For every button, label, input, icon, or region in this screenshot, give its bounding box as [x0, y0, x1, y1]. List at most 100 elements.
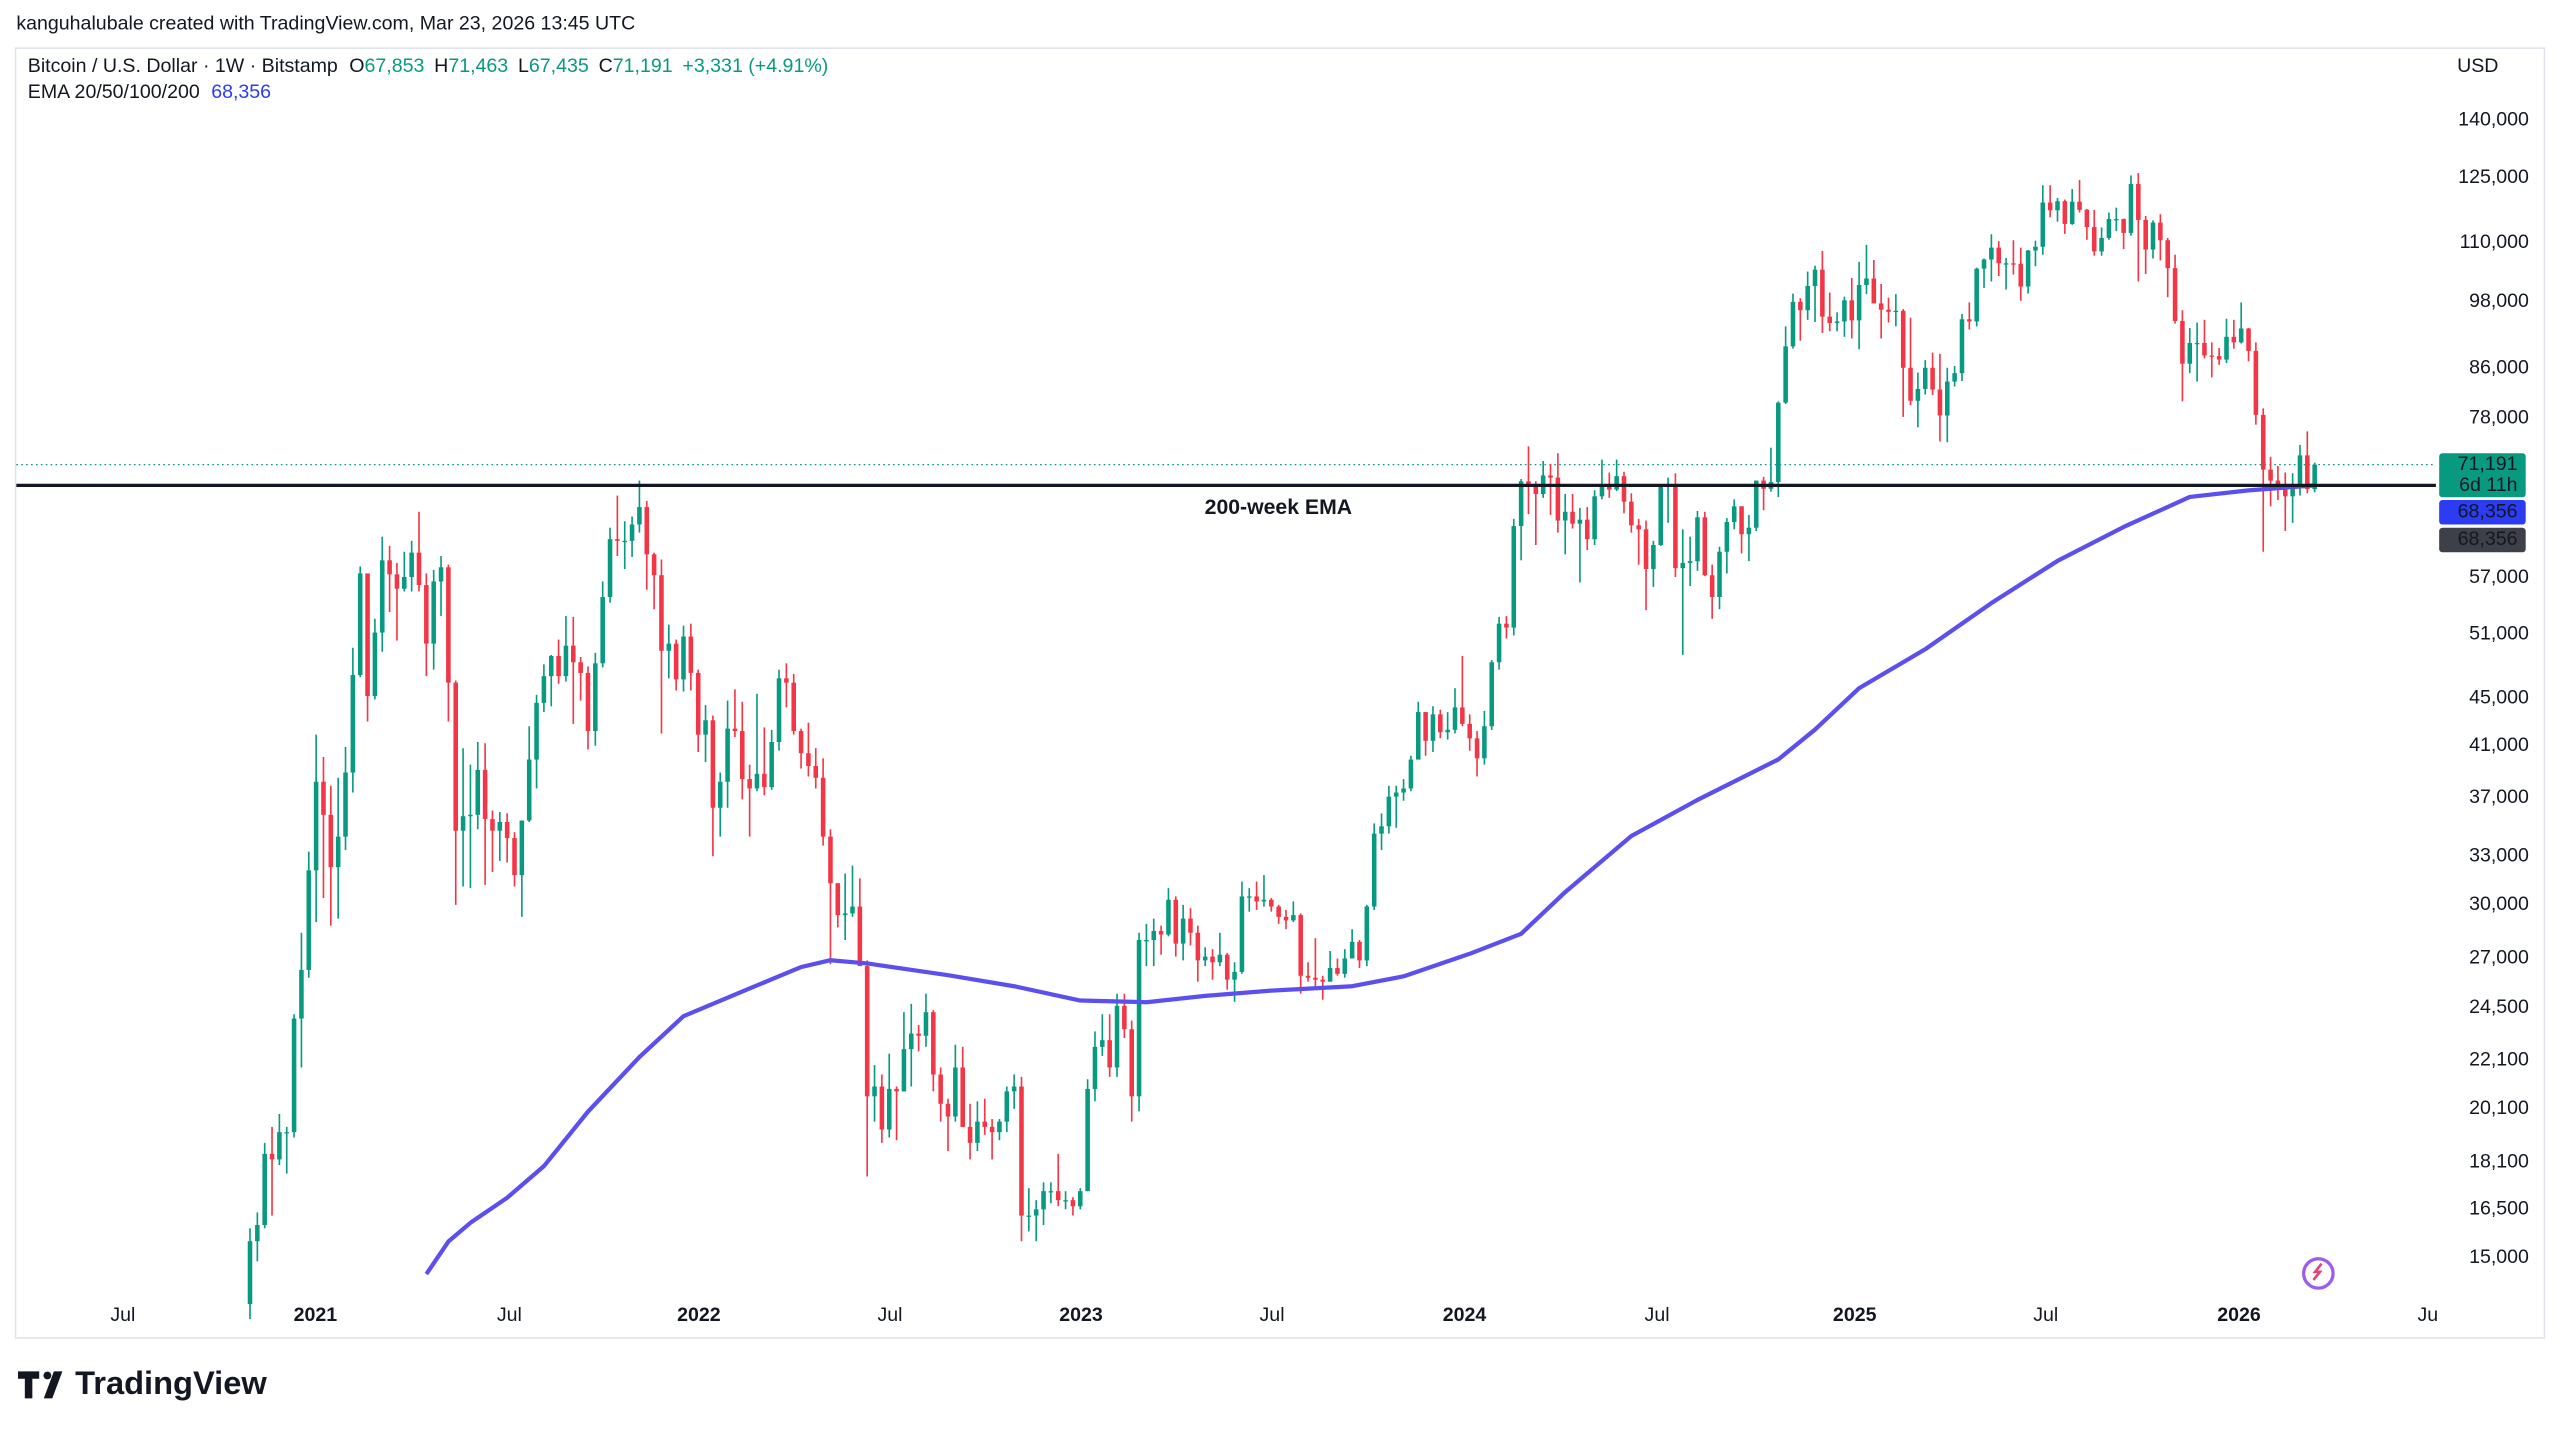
candle-body [2238, 328, 2244, 343]
candle-body [1651, 545, 1656, 570]
candle-body [446, 567, 451, 683]
candle-body [1746, 527, 1752, 535]
candle-body [1893, 310, 1899, 313]
candle-body [2282, 488, 2288, 497]
candle-body [1460, 707, 1465, 724]
candle-body [1195, 932, 1201, 961]
candle-body [2047, 202, 2053, 211]
candle-body [769, 742, 774, 788]
candle-body [1945, 381, 1950, 416]
ohlc-value: 67,853 [364, 55, 424, 77]
currency: USD [2457, 55, 2498, 77]
x-tick-label: 2022 [677, 1304, 721, 1326]
ohlc-key: O [349, 55, 364, 77]
x-tick-label: Jul [2033, 1304, 2058, 1326]
candle-body [1254, 896, 1259, 902]
candle-body [2114, 219, 2119, 221]
candle-body [1283, 916, 1289, 921]
candle-body [1408, 759, 1414, 789]
candle-body [475, 769, 481, 815]
candle-body [1386, 796, 1392, 827]
candle-body [497, 821, 503, 831]
candle-body [1129, 1029, 1134, 1097]
level-price-label: 68,356 [2458, 528, 2518, 550]
candle-body [453, 682, 459, 831]
candle-body [1922, 367, 1928, 389]
chart-frame [14, 47, 2546, 1339]
candle-body [1100, 1040, 1105, 1047]
candle-body [1092, 1046, 1098, 1089]
candle-body [1989, 247, 1994, 260]
candle-body [1996, 247, 2001, 264]
candle-body [2077, 201, 2082, 210]
candle-body [269, 1153, 275, 1160]
candle-body [1379, 826, 1384, 834]
candle-body [740, 731, 745, 780]
logo-mark [17, 1371, 40, 1399]
candle-body [1827, 316, 1833, 324]
ohlc-key: C [599, 55, 613, 77]
candle-body [247, 1241, 253, 1305]
candle-body [695, 672, 701, 735]
candle-body [2165, 240, 2170, 269]
candle-body [982, 1121, 988, 1127]
candle-body [953, 1067, 958, 1117]
candle-body [1974, 268, 1979, 322]
candle-body [1504, 623, 1509, 628]
candle-body [482, 769, 488, 820]
candle-body [1673, 485, 1678, 569]
y-tick-label: 125,000 [2458, 166, 2529, 188]
candle-body [1834, 321, 1840, 324]
candle-body [776, 678, 782, 743]
candle-body [1210, 956, 1215, 963]
candle-body [2025, 250, 2031, 287]
candle-body [1805, 285, 1810, 311]
ohlc-key: H [434, 55, 448, 77]
candle-body [1276, 906, 1281, 917]
candle-body [673, 643, 679, 680]
candle-body [725, 728, 730, 782]
candle-body [1937, 389, 1943, 416]
candle-body [1680, 562, 1686, 569]
candle-body [651, 554, 657, 576]
candle-body [1202, 956, 1208, 961]
candle-body [387, 560, 392, 575]
candle-body [637, 507, 642, 525]
candle-body [1048, 1191, 1054, 1193]
candle-body [1019, 1086, 1024, 1216]
candle-body [1702, 517, 1708, 576]
candle-body [1562, 511, 1568, 521]
candle-body [710, 720, 716, 808]
candle-body [2150, 222, 2156, 250]
assistant-ring[interactable] [2302, 1257, 2335, 1290]
candle-body [784, 678, 789, 683]
candle-body [901, 1049, 907, 1092]
candle-body [571, 645, 576, 663]
candle-body [1217, 954, 1223, 963]
ohlc-value: 67,435 [529, 55, 589, 77]
candle-body [2099, 237, 2104, 252]
candle-body [1004, 1091, 1010, 1122]
candle-body [1731, 506, 1737, 523]
candle-body [820, 777, 826, 837]
candle-body [857, 906, 863, 967]
candle-body [1489, 662, 1495, 727]
candle-body [791, 682, 796, 732]
candle-body [960, 1067, 965, 1127]
candle-body [424, 585, 429, 644]
candle-body [909, 1033, 914, 1050]
logo-icon [17, 1371, 63, 1399]
candle-body [1041, 1191, 1046, 1210]
candle-body [1724, 522, 1730, 552]
candle-body [1812, 269, 1818, 286]
candle-body [1474, 738, 1480, 759]
candle-body [343, 772, 348, 837]
candle-body [1621, 476, 1627, 502]
candle-body [931, 1012, 936, 1075]
assistant-bolt[interactable] [2312, 1262, 2323, 1281]
candle-body [1658, 486, 1664, 546]
assistant-icon[interactable] [2302, 1257, 2335, 1290]
y-tick-label: 30,000 [2469, 893, 2529, 915]
candle-body [1783, 346, 1788, 403]
candle-body [2312, 464, 2317, 490]
